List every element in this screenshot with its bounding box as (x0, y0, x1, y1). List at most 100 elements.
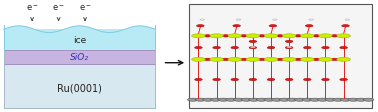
Circle shape (333, 98, 343, 101)
Circle shape (249, 98, 259, 101)
Circle shape (285, 46, 293, 49)
Text: Ru(0001): Ru(0001) (57, 83, 102, 93)
Circle shape (273, 19, 277, 20)
Circle shape (233, 25, 240, 27)
Circle shape (313, 35, 320, 37)
Circle shape (203, 98, 213, 101)
Circle shape (309, 19, 313, 20)
Bar (4, 29, 155, 50)
Circle shape (236, 19, 241, 20)
Circle shape (192, 34, 205, 38)
Circle shape (331, 58, 338, 60)
Circle shape (210, 57, 223, 61)
Circle shape (233, 98, 244, 101)
Bar (189, 4, 372, 108)
Circle shape (304, 78, 311, 81)
Circle shape (228, 34, 242, 38)
Circle shape (264, 34, 278, 38)
Text: e$^-$: e$^-$ (52, 3, 65, 13)
Circle shape (356, 98, 366, 101)
Circle shape (294, 58, 302, 60)
Circle shape (195, 78, 202, 81)
Circle shape (211, 98, 221, 101)
Circle shape (264, 98, 274, 101)
Circle shape (246, 34, 260, 38)
Circle shape (241, 98, 252, 101)
Circle shape (267, 46, 275, 49)
Circle shape (246, 57, 260, 61)
Circle shape (345, 19, 350, 20)
Circle shape (192, 57, 205, 61)
Circle shape (226, 98, 236, 101)
Circle shape (282, 57, 296, 61)
Circle shape (337, 34, 350, 38)
Circle shape (218, 98, 229, 101)
Circle shape (276, 58, 284, 60)
Circle shape (285, 40, 293, 43)
Circle shape (249, 46, 257, 49)
Circle shape (231, 46, 239, 49)
Circle shape (301, 34, 314, 38)
Circle shape (197, 25, 204, 27)
Circle shape (287, 98, 297, 101)
Circle shape (279, 98, 290, 101)
Circle shape (231, 78, 239, 81)
Circle shape (204, 35, 211, 37)
Circle shape (195, 98, 206, 101)
Bar (4, 50, 155, 64)
Circle shape (340, 46, 347, 49)
Text: e$^-$: e$^-$ (26, 3, 39, 13)
Circle shape (258, 58, 266, 60)
Circle shape (294, 98, 305, 101)
Circle shape (204, 58, 211, 60)
Circle shape (301, 57, 314, 61)
Circle shape (258, 35, 266, 37)
Bar (4, 64, 155, 108)
Circle shape (222, 35, 229, 37)
Text: ice: ice (73, 36, 86, 45)
Circle shape (313, 58, 320, 60)
Circle shape (340, 78, 347, 81)
Circle shape (267, 78, 275, 81)
Circle shape (187, 98, 198, 101)
Circle shape (271, 98, 282, 101)
Circle shape (195, 46, 202, 49)
Circle shape (264, 57, 278, 61)
Circle shape (240, 35, 248, 37)
Circle shape (325, 98, 336, 101)
Circle shape (213, 78, 220, 81)
Circle shape (318, 98, 328, 101)
Circle shape (256, 98, 267, 101)
Circle shape (319, 57, 332, 61)
Circle shape (342, 25, 349, 27)
Circle shape (305, 25, 313, 27)
Text: SiO₂: SiO₂ (70, 53, 89, 61)
Circle shape (337, 57, 350, 61)
Circle shape (294, 35, 302, 37)
Circle shape (302, 98, 313, 101)
Circle shape (210, 34, 223, 38)
Circle shape (322, 46, 329, 49)
Circle shape (331, 35, 338, 37)
Circle shape (322, 78, 329, 81)
Circle shape (240, 58, 248, 60)
Circle shape (282, 34, 296, 38)
Circle shape (285, 78, 293, 81)
Circle shape (276, 35, 284, 37)
Circle shape (213, 46, 220, 49)
Circle shape (200, 19, 204, 20)
Circle shape (340, 98, 351, 101)
Circle shape (304, 46, 311, 49)
Circle shape (319, 34, 332, 38)
Circle shape (269, 25, 277, 27)
Circle shape (249, 40, 257, 43)
Circle shape (251, 46, 255, 48)
Text: e$^-$: e$^-$ (79, 3, 91, 13)
Circle shape (310, 98, 320, 101)
Circle shape (287, 46, 291, 48)
Circle shape (228, 57, 242, 61)
Circle shape (249, 78, 257, 81)
Circle shape (363, 98, 374, 101)
Circle shape (348, 98, 359, 101)
Circle shape (222, 58, 229, 60)
